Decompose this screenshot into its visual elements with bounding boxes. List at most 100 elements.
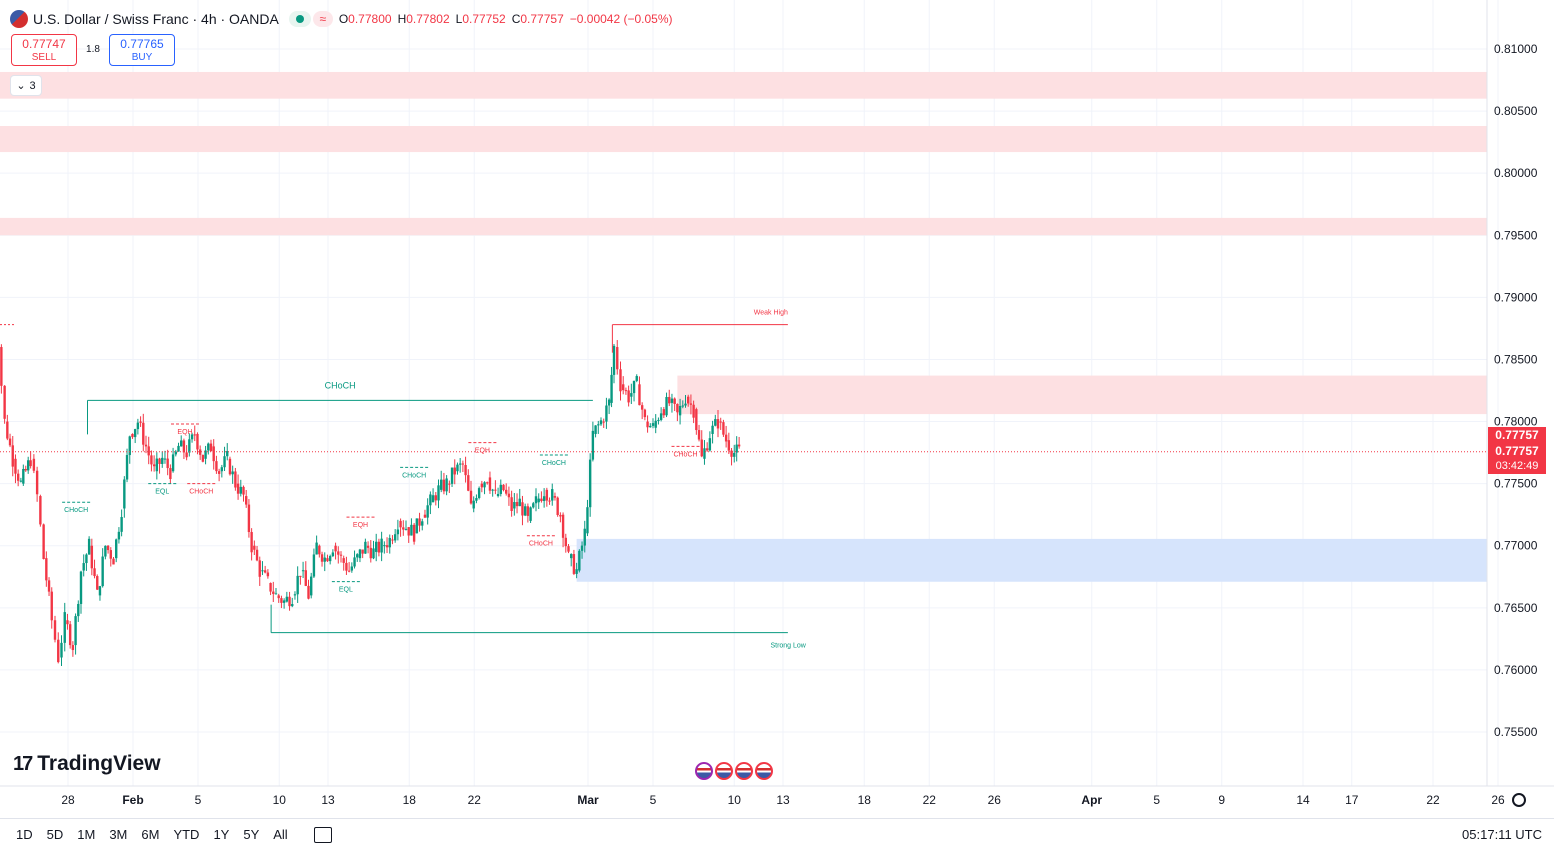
candle-body (169, 468, 172, 480)
candle-body (638, 384, 641, 406)
candle-body (45, 558, 48, 581)
candle-body (299, 575, 302, 577)
candle-body (16, 473, 20, 481)
x-tick-label: 18 (403, 793, 417, 807)
indicators-toggle-button[interactable]: ⌄ 3 (11, 76, 41, 95)
us-event-icon[interactable] (695, 762, 713, 780)
tf-5y[interactable]: 5Y (243, 827, 260, 842)
candle-body (627, 390, 630, 403)
tf-all[interactable]: All (273, 827, 288, 842)
candle-body (272, 591, 275, 594)
tf-3m[interactable]: 3M (109, 827, 128, 842)
candle-body (147, 446, 150, 456)
candle-body (426, 505, 429, 518)
sell-label: SELL (31, 52, 57, 63)
candle-body (735, 444, 738, 453)
candle-body (575, 569, 578, 574)
utc-clock[interactable]: 05:17:11 UTC (1462, 827, 1542, 842)
candle-body (635, 376, 638, 381)
tf-6m[interactable]: 6M (141, 827, 160, 842)
candle-body (542, 496, 546, 502)
candle-body (464, 465, 467, 476)
candle-body (323, 557, 326, 562)
market-open-dot-icon[interactable] (288, 11, 311, 27)
candle-body (442, 479, 446, 492)
candle-body (375, 541, 378, 552)
candle-body (231, 471, 234, 475)
sell-button[interactable]: 0.77747 SELL (11, 34, 77, 66)
us-event-icon[interactable] (715, 762, 733, 780)
candle-body (665, 396, 668, 416)
tf-1y[interactable]: 1Y (213, 827, 230, 842)
candle-body (296, 575, 299, 595)
y-tick-label: 0.76500 (1494, 601, 1538, 615)
candle-body (687, 396, 690, 404)
annotation-label: CHoCH (64, 507, 88, 514)
candle-body (540, 498, 543, 502)
supply-zone (0, 71, 1487, 99)
candle-body (607, 399, 611, 406)
candle-body (456, 464, 459, 472)
wave-icon[interactable]: ≈ (312, 11, 333, 27)
buy-button[interactable]: 0.77765 BUY (109, 34, 175, 66)
candle-body (301, 570, 305, 572)
annotation-label: CHoCH (402, 472, 426, 479)
candle-body (469, 490, 473, 504)
level-label: Strong Low (770, 643, 806, 650)
candle-body (396, 529, 400, 535)
candle-body (345, 562, 348, 571)
candle-body (152, 464, 156, 467)
tf-ytd[interactable]: YTD (173, 827, 200, 842)
candle-body (3, 385, 6, 419)
sell-price: 0.77747 (22, 37, 66, 51)
candle-body (364, 541, 367, 554)
symbol-title[interactable]: U.S. Dollar / Swiss Franc · 4h · OANDA (33, 11, 279, 27)
ohlc-high: H0.77802 (397, 12, 450, 26)
ohlc-open: O0.77800 (338, 12, 392, 26)
y-tick-label: 0.80500 (1494, 104, 1538, 118)
ohlc-close: C0.77757 (511, 12, 564, 26)
economic-events[interactable] (695, 762, 775, 780)
candle-body (93, 568, 96, 577)
calendar-icon[interactable] (313, 826, 332, 843)
candle-body (280, 598, 283, 603)
candle-body (310, 576, 313, 596)
candle-body (662, 409, 666, 416)
tf-1m[interactable]: 1M (77, 827, 96, 842)
candle-body (727, 440, 731, 451)
candle-body (496, 493, 500, 497)
tradingview-mark-icon: 17 (13, 752, 33, 775)
candle-body (255, 549, 259, 561)
candle-body (104, 545, 107, 557)
candle-body (483, 482, 486, 488)
gear-icon[interactable] (1512, 793, 1526, 807)
annotation-label: CHoCH (529, 541, 553, 548)
candle-body (423, 514, 427, 518)
candle-body (646, 421, 649, 428)
candle-body (724, 434, 728, 442)
tf-1d[interactable]: 1D (16, 827, 33, 842)
candle-body (356, 554, 359, 558)
candle-body (14, 458, 17, 474)
candle-body (507, 493, 511, 498)
candle-body (177, 445, 180, 452)
tf-5d[interactable]: 5D (46, 827, 64, 842)
candle-body (8, 438, 12, 446)
candle-body (47, 580, 51, 592)
tradingview-logo[interactable]: 17 TradingView (13, 752, 161, 776)
candle-body (242, 486, 245, 495)
candle-body (711, 425, 714, 434)
candle-body (515, 502, 519, 507)
us-event-icon[interactable] (735, 762, 753, 780)
candle-body (331, 552, 335, 557)
candle-body (334, 545, 337, 552)
candle-body (261, 570, 264, 572)
candle-body (339, 554, 343, 556)
supply-zone (677, 375, 1487, 415)
x-tick-label: Feb (122, 793, 143, 807)
candle-body (477, 488, 481, 499)
candle-body (513, 502, 516, 509)
y-tick-label: 0.79500 (1494, 228, 1538, 242)
us-event-icon[interactable] (755, 762, 773, 780)
